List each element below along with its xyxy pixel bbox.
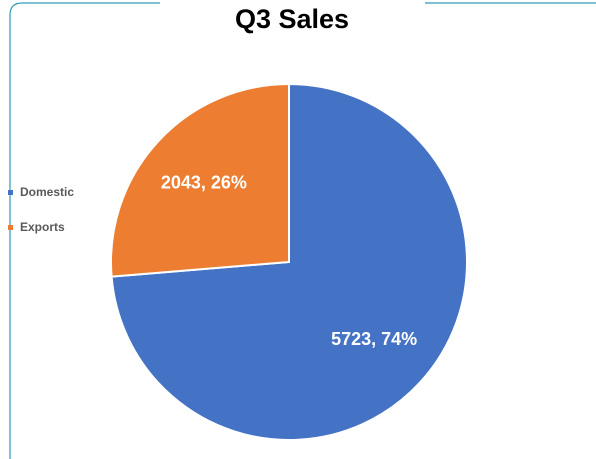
legend-swatch bbox=[8, 190, 13, 195]
chart-title: Q3 Sales bbox=[235, 4, 349, 34]
legend-label: Domestic bbox=[20, 185, 74, 199]
legend-label: Exports bbox=[20, 220, 65, 234]
data-label: 2043, 26% bbox=[161, 172, 247, 192]
legend-swatch bbox=[8, 225, 13, 230]
data-label: 5723, 74% bbox=[331, 329, 417, 349]
chart-border bbox=[9, 2, 160, 459]
pie-slice bbox=[110, 82, 290, 278]
